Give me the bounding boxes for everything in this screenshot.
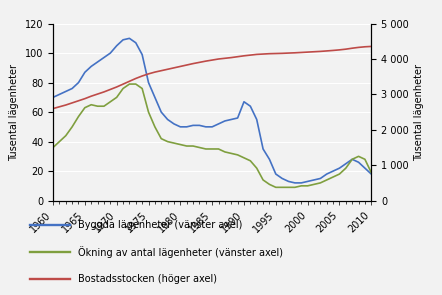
Line: Bostadsstocken (höger axel): Bostadsstocken (höger axel) [53,46,371,109]
Byggda lägenheter (vänster axel) [267,158,272,161]
Y-axis label: Tusental lägenheter: Tusental lägenheter [9,64,19,160]
Byggda lägenheter (vänster axel) [50,96,56,99]
Ökning av antal lägenheter (vänster axel) [159,137,164,140]
Text: Bostadsstocken (höger axel): Bostadsstocken (höger axel) [78,274,217,284]
Bostadsstocken (höger axel) [279,52,285,55]
Bostadsstocken (höger axel) [362,45,368,49]
Ökning av antal lägenheter (vänster axel) [267,183,272,186]
Text: Ökning av antal lägenheter (vänster axel): Ökning av antal lägenheter (vänster axel… [78,246,283,258]
Ökning av antal lägenheter (vänster axel) [152,125,157,129]
Byggda lägenheter (vänster axel) [127,37,132,40]
Bostadsstocken (höger axel) [369,45,374,48]
Byggda lägenheter (vänster axel) [362,166,368,170]
Line: Byggda lägenheter (vänster axel): Byggda lägenheter (vänster axel) [53,38,371,183]
Ökning av antal lägenheter (vänster axel) [362,158,368,161]
Ökning av antal lägenheter (vänster axel) [292,186,297,189]
Byggda lägenheter (vänster axel) [120,38,126,42]
Ökning av antal lägenheter (vänster axel) [273,186,278,189]
Byggda lägenheter (vänster axel) [292,181,297,185]
Bostadsstocken (höger axel) [260,52,266,56]
Byggda lägenheter (vänster axel) [369,172,374,176]
Bostadsstocken (höger axel) [146,72,151,76]
Text: Byggda lägenheter (vänster axel): Byggda lägenheter (vänster axel) [78,220,242,230]
Byggda lägenheter (vänster axel) [152,96,157,99]
Line: Ökning av antal lägenheter (vänster axel): Ökning av antal lägenheter (vänster axel… [53,84,371,187]
Byggda lägenheter (vänster axel) [159,110,164,114]
Byggda lägenheter (vänster axel) [286,180,291,183]
Bostadsstocken (höger axel) [50,107,56,110]
Ökning av antal lägenheter (vänster axel) [50,146,56,149]
Bostadsstocken (höger axel) [152,70,157,74]
Y-axis label: Tusental lägenheter: Tusental lägenheter [414,64,424,160]
Ökning av antal lägenheter (vänster axel) [127,82,132,86]
Ökning av antal lägenheter (vänster axel) [369,171,374,174]
Bostadsstocken (höger axel) [120,82,126,86]
Ökning av antal lägenheter (vänster axel) [120,87,126,90]
